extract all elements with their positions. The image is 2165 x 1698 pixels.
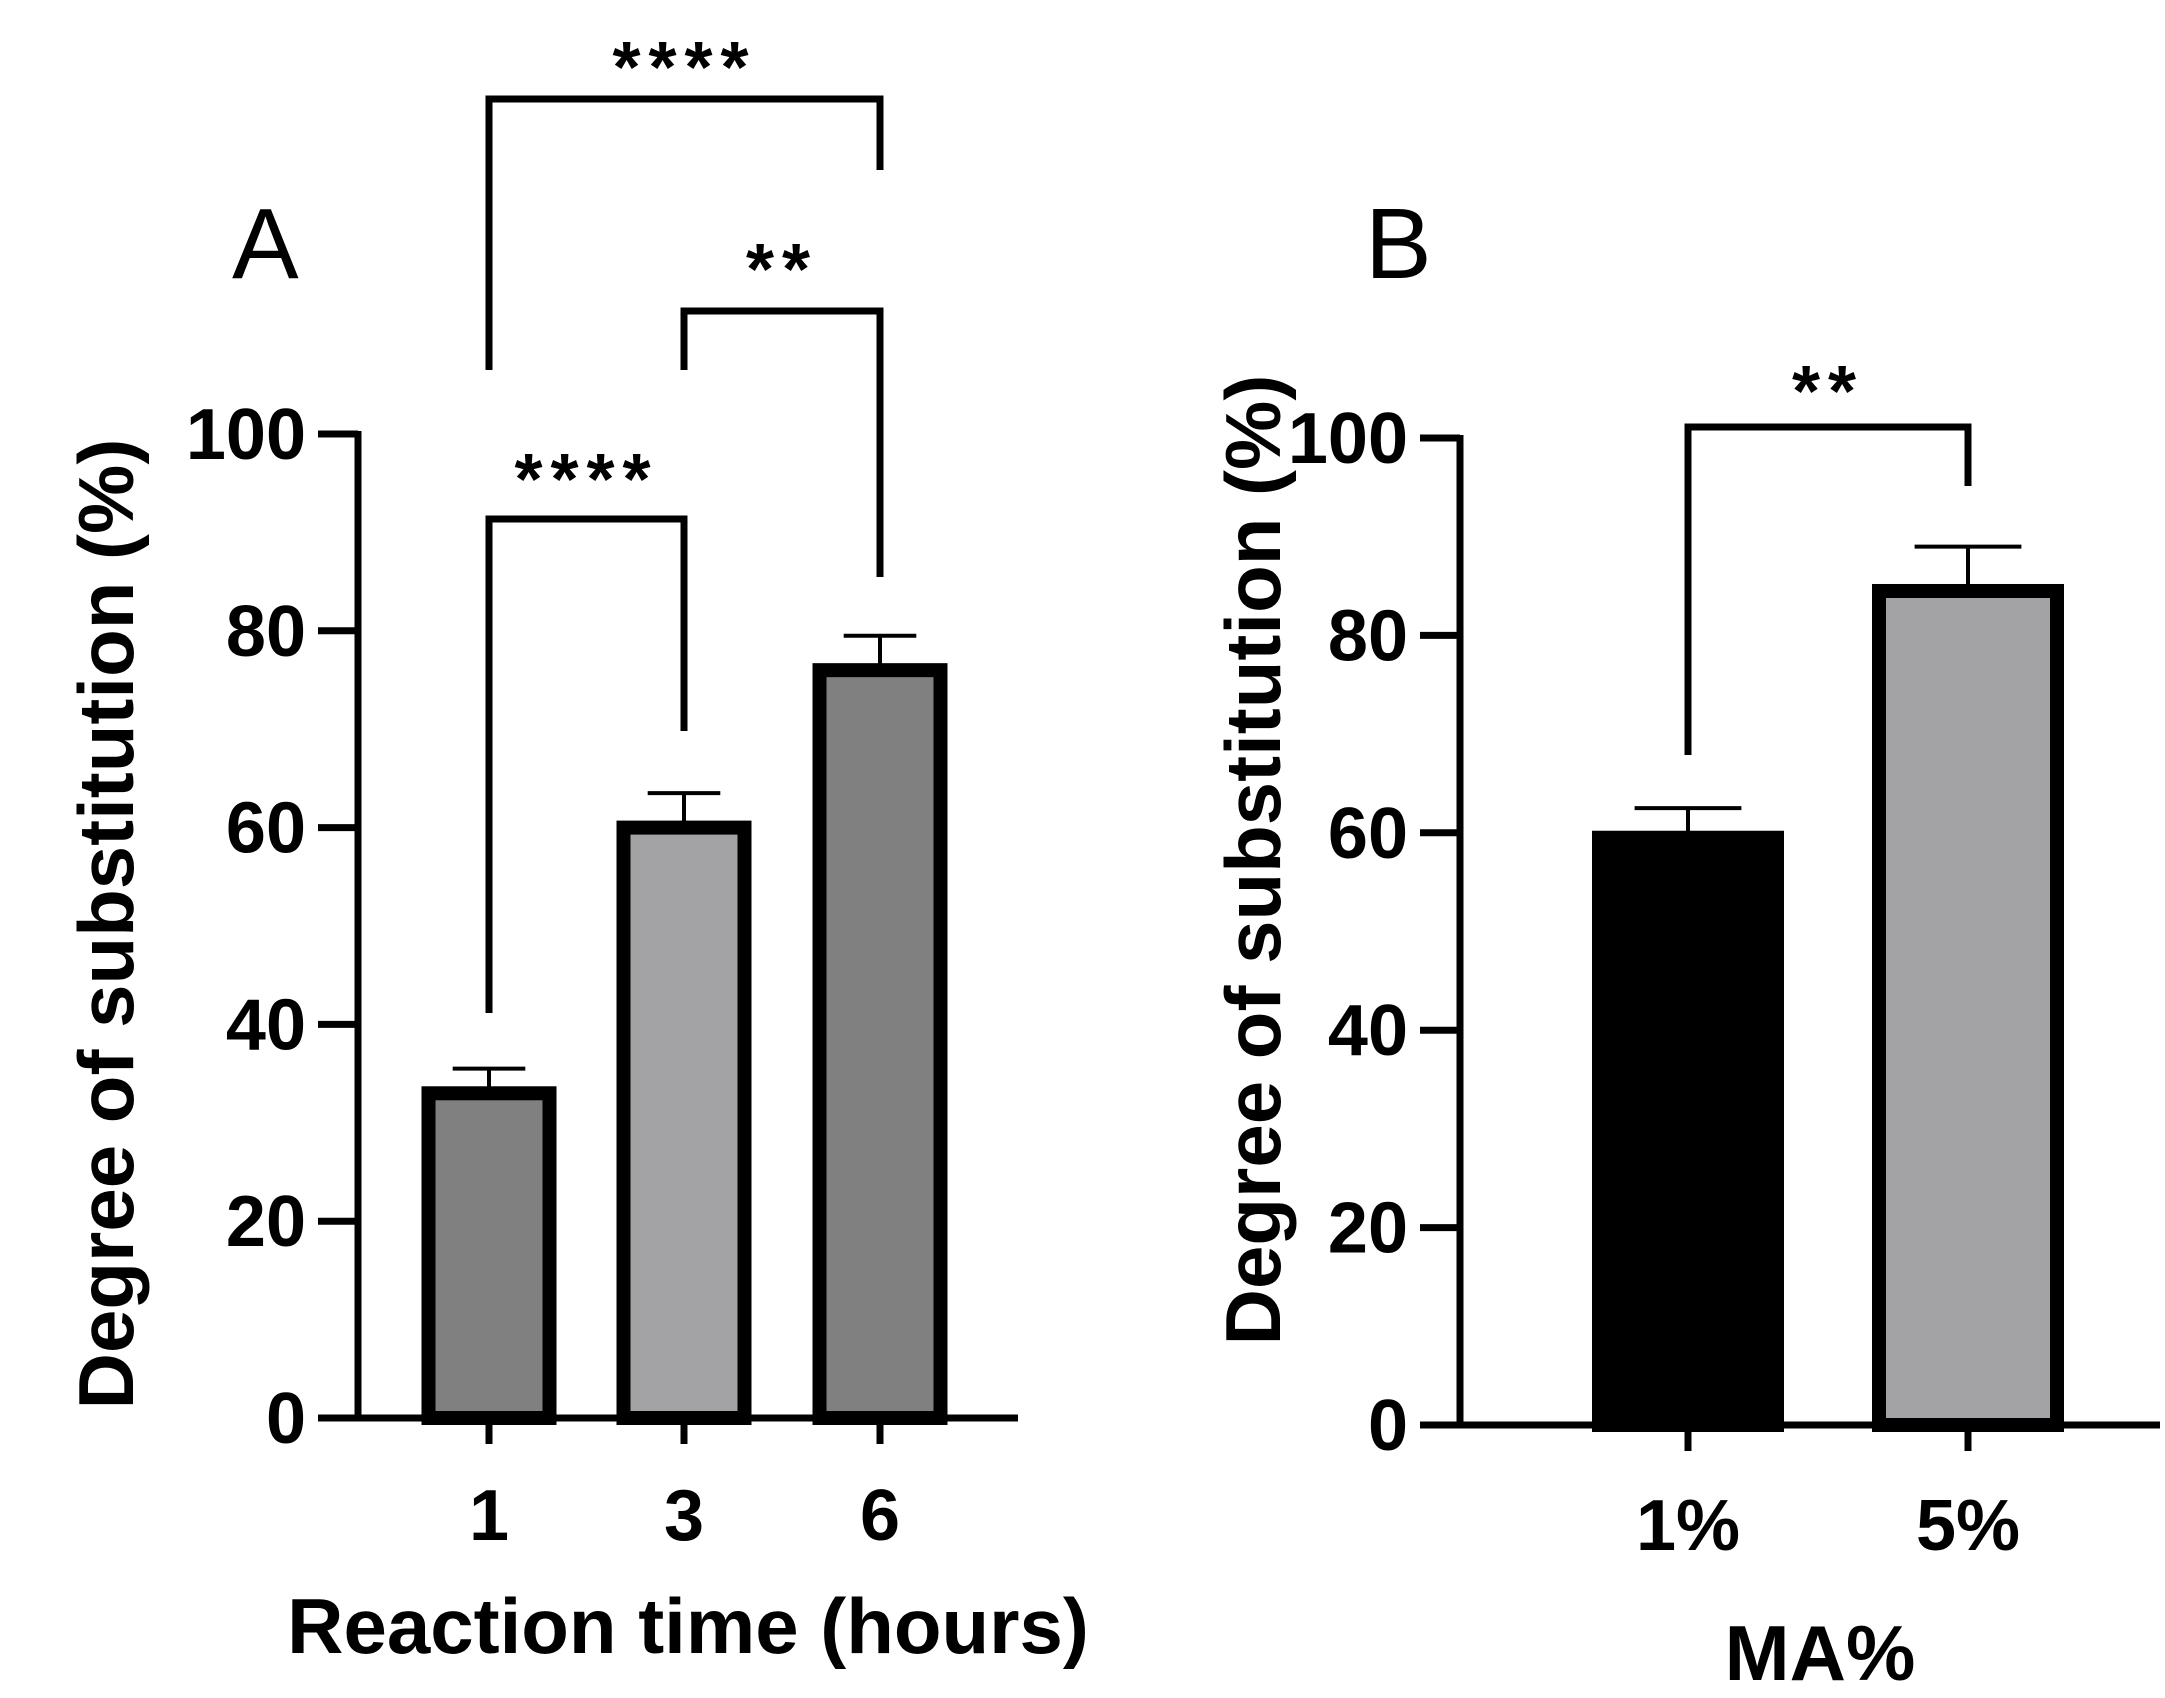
panel-a-y-tick-label-5: 100 — [186, 395, 306, 475]
panel-a-significance-bracket-1 — [680, 307, 884, 577]
panel-a-significance-bracket-0 — [485, 95, 884, 370]
panel-b-x-tick-label-1: 5% — [1916, 1486, 2020, 1566]
panel-b: B Degree of substitution (%) MA% 1% 5% 0 20… — [1209, 188, 2160, 1697]
panel-a-significance-label-1: ** — [746, 230, 818, 310]
panel-b-bar-0 — [1592, 830, 1784, 1432]
panel-a-significance-label-2: **** — [514, 440, 658, 520]
panel-a-y-tick-label-1: 20 — [226, 1182, 306, 1262]
panel-a-y-tick-label-2: 40 — [226, 985, 306, 1065]
panel-a-y-tick-label-0: 0 — [266, 1379, 306, 1459]
panel-b-significance-bracket-0 — [1684, 423, 1972, 755]
panel-b-y-tick-label-2: 40 — [1328, 991, 1408, 1071]
panel-a-x-tick-label-1: 3 — [664, 1476, 704, 1556]
panel-a-x-axis-label: Reaction time (hours) — [287, 1582, 1089, 1670]
panel-b-y-axis-label: Degree of substitution (%) — [1209, 375, 1297, 1346]
panel-a-y-tick-label-3: 60 — [226, 789, 306, 869]
panel-b-y-tick-label-4: 80 — [1328, 596, 1408, 676]
panel-a-y-axis-label: Degree of substitution (%) — [62, 439, 150, 1410]
panel-a-bar-0 — [421, 1086, 557, 1426]
panel-a-bar-1 — [616, 820, 752, 1425]
panel-a-x-tick-label-0: 1 — [469, 1476, 509, 1556]
panel-a-letter: A — [232, 188, 299, 300]
panel-b-y-tick-label-0: 0 — [1368, 1386, 1408, 1466]
panel-b-x-axis-label: MA% — [1725, 1609, 1916, 1697]
panel-a-y-tick-label-4: 80 — [226, 592, 306, 672]
panel-b-x-tick-label-0: 1% — [1636, 1486, 1740, 1566]
panel-a-significance-label-0: **** — [612, 28, 756, 108]
panel-b-significance-label-0: ** — [1792, 352, 1864, 432]
panel-a: A Degree of substitution (%) Reaction ti… — [62, 28, 1089, 1670]
panel-b-plot: 1% 5% 0 20 40 60 80 100 ** — [1288, 352, 2160, 1566]
panel-a-significance-bracket-2 — [485, 515, 688, 1013]
panel-b-letter: B — [1365, 188, 1432, 300]
panel-a-bar-2 — [812, 663, 948, 1425]
panel-b-y-tick-label-1: 20 — [1328, 1189, 1408, 1269]
panel-b-bar-1 — [1872, 583, 2064, 1432]
panel-b-y-tick-label-5: 100 — [1288, 399, 1408, 479]
panel-a-x-tick-label-2: 6 — [860, 1476, 900, 1556]
panel-b-y-tick-label-3: 60 — [1328, 794, 1408, 874]
